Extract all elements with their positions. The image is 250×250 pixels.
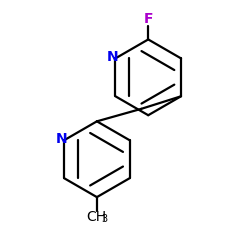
Text: F: F — [144, 12, 153, 26]
Text: N: N — [55, 132, 67, 146]
Text: N: N — [107, 50, 118, 64]
Text: CH: CH — [86, 210, 106, 224]
Text: 3: 3 — [102, 214, 108, 224]
